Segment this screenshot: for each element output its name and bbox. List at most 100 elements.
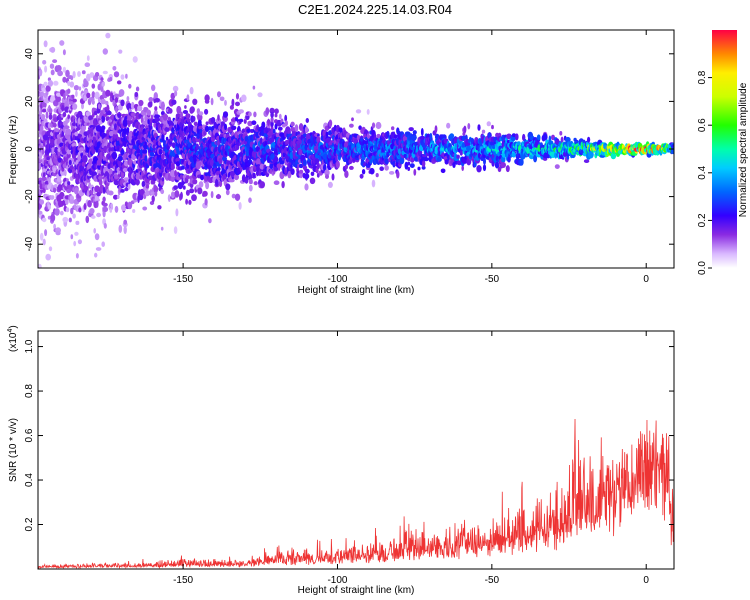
heatmap-cell [90,132,94,137]
heatmap-cell [108,190,114,196]
heatmap-cell [102,70,108,75]
x-tick-label: -50 [485,575,500,586]
heatmap-cell [82,155,88,163]
heatmap-cell [84,62,91,67]
heatmap-cell [62,49,66,56]
heatmap-cell [219,96,225,102]
heatmap-cell [515,133,519,141]
heatmap-cell [144,170,148,175]
heatmap-cells [38,32,674,312]
heatmap-cell [38,263,42,268]
heatmap-cell [277,126,283,131]
heatmap-cell [251,120,257,125]
heatmap-cell [114,123,117,131]
heatmap-cell [208,218,212,224]
heatmap-cell [422,161,426,168]
heatmap-cell [123,177,130,182]
heatmap-cell [38,69,43,77]
heatmap-cell [72,213,76,219]
colorbar-gradient [712,30,737,268]
heatmap-cell [225,189,230,196]
heatmap-cell [269,107,275,114]
heatmap-cell [81,102,84,110]
spectrogram-y-label: Frequency (Hz) [8,116,19,185]
heatmap-cell [160,226,164,231]
heatmap-cell [92,171,97,177]
heatmap-cell [229,178,235,183]
heatmap-cell [101,115,106,123]
heatmap-cell [393,134,398,140]
heatmap-cell [384,158,389,165]
heatmap-cell [72,103,78,110]
heatmap-cell [234,193,241,201]
heatmap-cell [210,97,214,106]
heatmap-cell [489,141,496,146]
y-tick-label: -40 [24,237,35,252]
heatmap-cell [421,165,426,170]
heatmap-cell [91,148,96,155]
heatmap-cell [120,74,125,80]
heatmap-cell [85,111,91,117]
heatmap-cell [587,136,591,143]
heatmap-cell [408,127,414,132]
heatmap-cell [296,142,302,149]
heatmap-cell [65,128,72,137]
heatmap-cell [379,166,385,171]
heatmap-cell [72,98,77,103]
heatmap-cell [125,73,128,79]
heatmap-cell [142,206,148,211]
heatmap-cell [144,155,148,162]
heatmap-cell [434,125,438,133]
heatmap-cell [52,122,57,128]
heatmap-cell [42,305,46,312]
heatmap-cell [404,131,411,136]
heatmap-cell [274,113,278,118]
heatmap-cell [215,194,222,200]
heatmap-cell [171,142,176,149]
heatmap-cell [191,194,197,202]
heatmap-cell [477,124,481,131]
heatmap-cell [91,91,96,99]
heatmap-cell [118,89,125,97]
heatmap-cell [375,173,379,178]
heatmap-cell [536,134,541,141]
heatmap-cell [122,167,128,173]
heatmap-cell [108,168,114,175]
heatmap-cell [298,123,304,131]
heatmap-cell [120,99,125,107]
heatmap-cell [429,132,433,141]
heatmap-cell [47,80,54,87]
heatmap-cell [111,151,118,160]
heatmap-cell [274,123,278,130]
x-tick-label: -100 [327,274,347,285]
heatmap-cell [123,226,127,234]
heatmap-cell [127,119,133,125]
heatmap-cell [392,160,396,168]
snr-y-label: SNR (10 * v/v) [8,418,19,482]
y-tick-label: 1.0 [24,339,35,353]
heatmap-cell [161,177,165,182]
heatmap-cell [126,127,130,133]
heatmap-cell [50,214,56,222]
heatmap-cell [411,135,417,141]
heatmap-cell [287,130,291,135]
heatmap-cell [198,111,204,116]
heatmap-cell [63,92,66,100]
heatmap-cell [141,180,146,188]
heatmap-cell [116,80,122,85]
heatmap-cell [196,143,199,151]
heatmap-cell [83,203,87,210]
heatmap-cell [157,205,162,210]
heatmap-cell [52,59,58,63]
heatmap-cell [241,94,247,102]
heatmap-cell [446,122,451,129]
heatmap-cell [86,191,91,197]
heatmap-cell [69,165,74,170]
heatmap-cell [101,151,105,157]
heatmap-cell [114,93,119,98]
heatmap-cell [331,173,335,181]
heatmap-cell [189,188,195,194]
heatmap-cell [131,112,137,117]
heatmap-cell [100,77,104,81]
